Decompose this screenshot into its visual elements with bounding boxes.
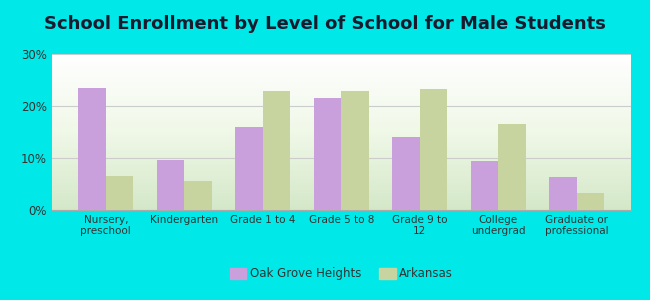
Bar — [184, 182, 212, 210]
Text: School Enrollment by Level of School for Male Students: School Enrollment by Level of School for… — [44, 15, 606, 33]
Bar — [471, 160, 499, 210]
Bar — [78, 88, 106, 210]
Bar — [314, 98, 341, 210]
Legend: Oak Grove Heights, Arkansas: Oak Grove Heights, Arkansas — [225, 263, 458, 285]
Bar — [392, 137, 420, 210]
Bar — [499, 124, 526, 210]
Bar — [157, 160, 184, 210]
Bar — [235, 127, 263, 210]
Bar — [263, 92, 291, 210]
Bar — [577, 194, 604, 210]
Bar — [420, 89, 447, 210]
Bar — [549, 177, 577, 210]
Bar — [341, 92, 369, 210]
Bar — [106, 176, 133, 210]
